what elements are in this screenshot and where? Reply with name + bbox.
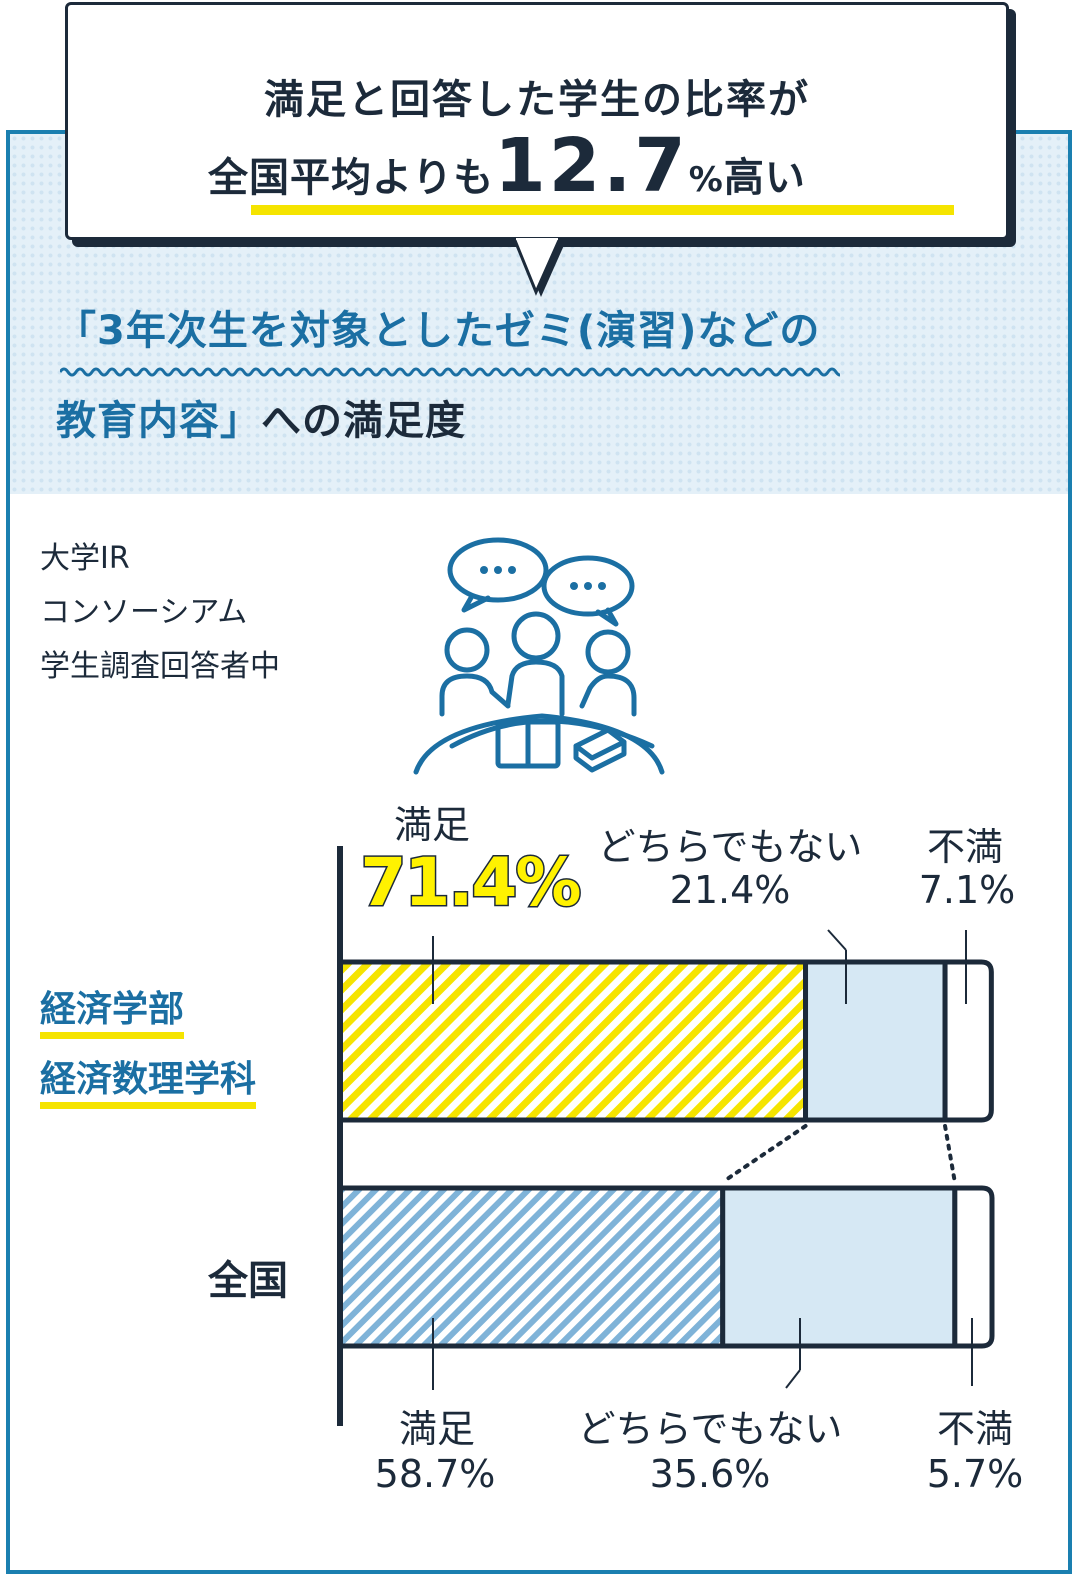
source-line2: コンソーシアム [40,595,248,630]
connector-1 [943,1124,957,1184]
label-bottom-neutral-value: 35.6% [649,1452,771,1496]
row-label-national: 全国 [208,1258,288,1304]
headline-percent: % [688,160,724,200]
label-bottom-unsatisfied-value: 5.7% [926,1452,1024,1496]
bar-0-segment-1 [803,959,948,1123]
topic-line1: 「3年次生を対象としたゼミ(演習)などの [56,308,821,354]
topic-line2: 教育内容」への満足度 [56,388,466,446]
label-top-neutral: どちらでもない [597,825,863,869]
source-note: 大学IR コンソーシアム 学生調査回答者中 [40,532,280,694]
bar-0-segment-0 [337,959,809,1123]
source-line3: 学生調査回答者中 [40,649,280,684]
bubble-tail [512,238,565,297]
topic-rest: への満足度 [261,398,466,444]
source-line1: 大学IR [40,541,130,576]
connector-0 [720,1124,808,1184]
bar-0-segment-2 [942,959,994,1123]
seminar-people-icon [413,537,665,775]
row-label-faculty-1: 経済学部 [40,980,185,1039]
label-top-neutral-value: 21.4% [669,868,791,912]
bar-1-segment-2 [952,1185,995,1349]
headline-number: 12.7 [494,123,689,209]
bar-1-segment-1 [720,1185,958,1349]
headline-underline [251,205,954,215]
headline-line2: 全国平均よりも12.7%高い [208,123,806,209]
label-bottom-unsatisfied: 不満 [936,1407,1013,1451]
leader-line-4-1 [785,1369,801,1389]
label-top-satisfied-value: 71.4% [359,843,583,923]
label-top-unsatisfied-value: 7.1% [918,868,1016,912]
leader-line-1-0 [827,929,847,951]
headline-bubble: 満足と回答した学生の比率が 全国平均よりも12.7%高い [65,2,1009,240]
bar-1-segment-0 [337,1185,726,1349]
label-bottom-satisfied: 満足 [398,1407,475,1451]
headline-line1: 満足と回答した学生の比率が [264,77,810,123]
wavy-underline [60,367,840,377]
headline-prefix: 全国平均よりも [208,155,495,201]
row-label-faculty-2: 経済数理学科 [40,1050,257,1109]
headline-suffix: 高い [723,155,806,201]
label-top-unsatisfied: 不満 [926,825,1003,869]
topic-quoted: 教育内容」 [56,398,261,444]
label-bottom-satisfied-value: 58.7% [374,1452,496,1496]
label-bottom-neutral: どちらでもない [577,1407,843,1451]
label-top-satisfied: 満足 [393,803,470,847]
